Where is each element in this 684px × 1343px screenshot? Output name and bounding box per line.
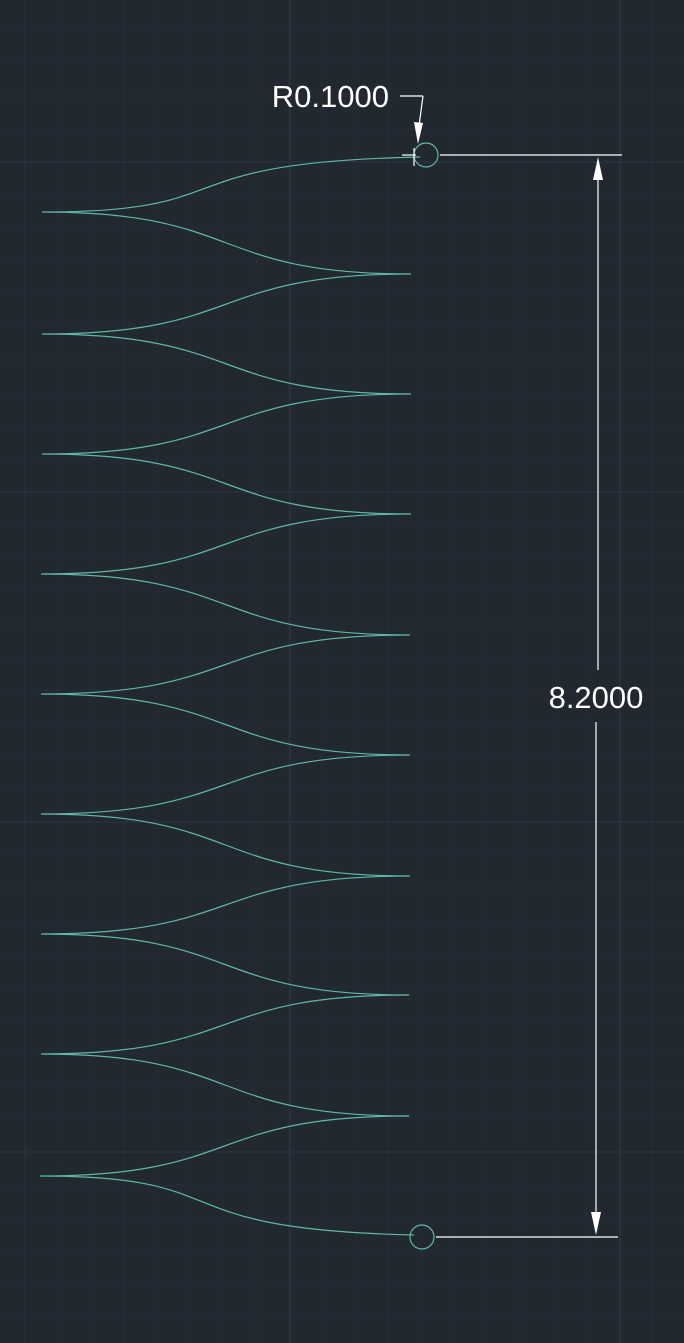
radius-arrowhead bbox=[414, 122, 423, 144]
top-endpoint-circle[interactable] bbox=[413, 142, 439, 168]
radius-dimension[interactable]: R0.1000 bbox=[272, 79, 424, 166]
bottom-arrowhead bbox=[591, 1212, 601, 1235]
height-dimension-label[interactable]: 8.2000 bbox=[549, 680, 644, 715]
bottom-endpoint-circle[interactable] bbox=[409, 1224, 435, 1250]
top-arrowhead bbox=[593, 157, 603, 180]
radius-leader-diagonal bbox=[418, 95, 424, 127]
spring-helix-curve[interactable] bbox=[39, 156, 421, 1236]
height-dimension[interactable]: 8.2000 bbox=[436, 154, 644, 1238]
radius-dimension-label[interactable]: R0.1000 bbox=[272, 79, 389, 114]
